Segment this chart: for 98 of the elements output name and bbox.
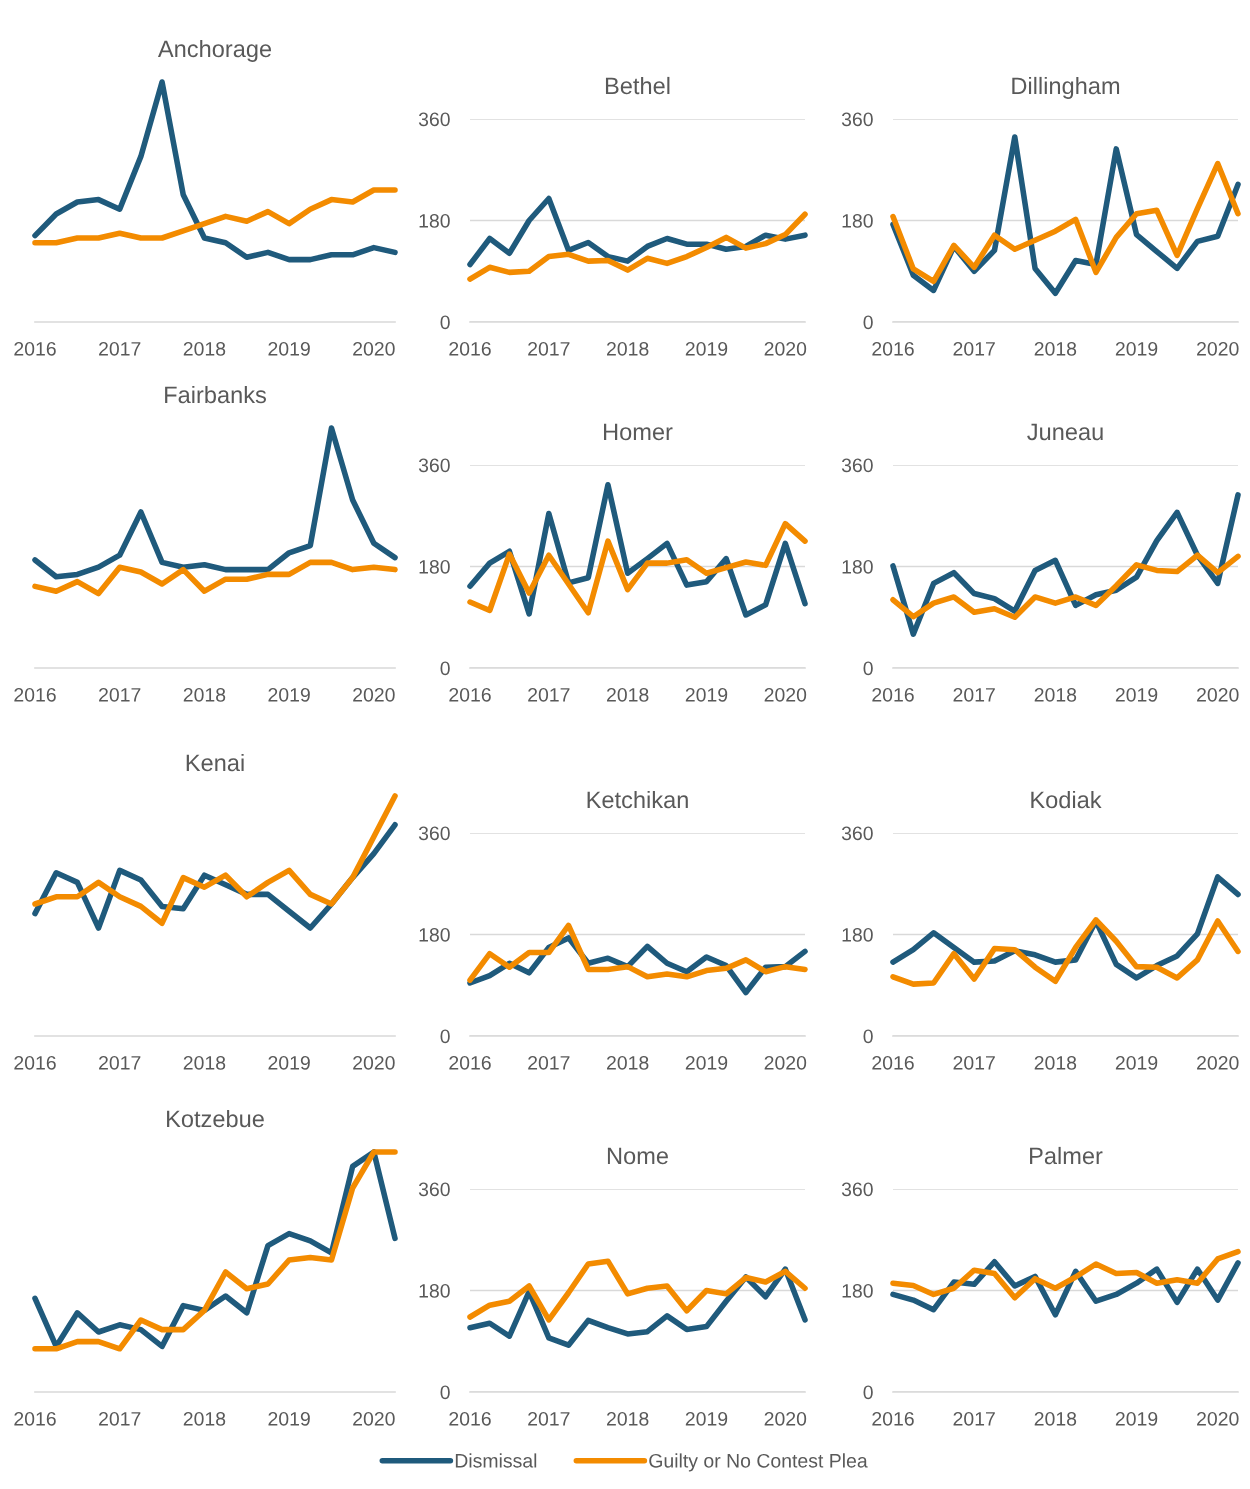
x-tick-label: 2020	[1197, 1411, 1239, 1426]
y-tick-label: 360	[841, 458, 873, 473]
x-tick-label: 2019	[1115, 687, 1158, 702]
x-tick-label: 2020	[764, 341, 807, 356]
y-tick-label: 360	[418, 1182, 450, 1197]
y-tick-label: 360	[841, 112, 873, 127]
chart-title: Palmer	[1030, 1146, 1103, 1165]
y-tick-label: 0	[440, 661, 450, 676]
y-tick-label: 360	[418, 112, 450, 127]
chart-title: Kenai	[186, 753, 244, 772]
y-tick-label: 0	[440, 1385, 450, 1400]
x-tick-label: 2016	[872, 687, 914, 702]
y-tick-label: 0	[863, 661, 873, 676]
x-tick-label: 2017	[99, 687, 141, 702]
x-tick-label: 2016	[14, 1055, 56, 1070]
x-tick-label: 2018	[1034, 687, 1077, 702]
y-tick-label: 180	[419, 559, 450, 574]
x-tick-label: 2016	[14, 1411, 56, 1426]
x-tick-label: 2016	[872, 1411, 914, 1426]
x-tick-label: 2020	[353, 1411, 395, 1426]
y-tick-label: 180	[842, 927, 873, 942]
x-tick-label: 2018	[607, 1411, 649, 1426]
y-tick-label: 180	[842, 1283, 873, 1298]
x-tick-label: 2020	[353, 687, 395, 702]
x-tick-label: 2019	[1115, 1055, 1158, 1070]
x-tick-label: 2017	[953, 341, 995, 356]
x-tick-label: 2018	[607, 687, 649, 702]
x-tick-label: 2017	[99, 341, 141, 356]
y-tick-label: 180	[419, 213, 450, 228]
x-tick-label: 2020	[764, 1411, 807, 1426]
x-tick-label: 2019	[268, 687, 310, 702]
chart-title: Homer	[604, 423, 673, 441]
x-tick-label: 2020	[1197, 687, 1239, 702]
x-tick-label: 2016	[449, 341, 491, 356]
x-tick-label: 2020	[353, 1055, 395, 1070]
x-tick-label: 2017	[528, 1411, 570, 1426]
x-tick-label: 2018	[183, 341, 226, 356]
x-tick-label: 2018	[183, 1411, 226, 1426]
x-tick-label: 2020	[1197, 1055, 1239, 1070]
x-tick-label: 2017	[953, 1055, 995, 1070]
x-tick-label: 2018	[607, 341, 649, 356]
x-tick-label: 2018	[1034, 1055, 1077, 1070]
x-tick-label: 2017	[528, 687, 570, 702]
x-tick-label: 2019	[685, 687, 728, 702]
y-tick-label: 0	[863, 1029, 873, 1044]
x-tick-label: 2019	[685, 1411, 728, 1426]
x-tick-label: 2016	[449, 1411, 491, 1426]
legend-label: Guilty or No Contest Plea	[649, 1453, 868, 1472]
y-tick-label: 360	[418, 826, 450, 841]
chart-title: Dillingham	[1012, 76, 1120, 99]
x-tick-label: 2019	[1115, 1411, 1158, 1426]
chart-title: Nome	[607, 1147, 668, 1165]
x-tick-label: 2016	[872, 1055, 914, 1070]
x-tick-label: 2017	[953, 687, 995, 702]
y-tick-label: 180	[419, 927, 450, 942]
y-tick-label: 180	[419, 1283, 450, 1298]
x-tick-label: 2019	[1115, 341, 1158, 356]
x-tick-label: 2019	[268, 1411, 310, 1426]
x-tick-label: 2020	[764, 687, 807, 702]
x-tick-label: 2018	[1034, 341, 1077, 356]
x-tick-label: 2017	[99, 1055, 141, 1070]
x-tick-label: 2016	[449, 687, 491, 702]
x-tick-label: 2018	[183, 1055, 226, 1070]
chart-title: Ketchikan	[587, 790, 688, 809]
y-tick-label: 0	[440, 315, 450, 330]
x-tick-label: 2019	[685, 1055, 728, 1070]
chart-title: Juneau	[1027, 423, 1103, 441]
y-tick-label: 360	[841, 826, 873, 841]
y-tick-label: 0	[863, 315, 873, 330]
x-tick-label: 2016	[872, 341, 914, 356]
x-tick-label: 2019	[268, 341, 310, 356]
x-tick-label: 2018	[607, 1055, 649, 1070]
x-tick-label: 2020	[764, 1055, 807, 1070]
y-tick-label: 360	[841, 1182, 873, 1197]
y-tick-label: 360	[418, 458, 450, 473]
x-tick-label: 2016	[449, 1055, 491, 1070]
y-tick-label: 0	[863, 1385, 873, 1400]
y-tick-label: 0	[440, 1029, 450, 1044]
y-tick-label: 180	[842, 213, 873, 228]
x-tick-label: 2020	[1197, 341, 1239, 356]
x-tick-label: 2017	[99, 1411, 141, 1426]
x-tick-label: 2017	[528, 1055, 570, 1070]
x-tick-label: 2019	[268, 1055, 310, 1070]
x-tick-label: 2017	[528, 341, 570, 356]
x-tick-label: 2018	[1034, 1411, 1077, 1426]
x-tick-label: 2017	[953, 1411, 995, 1426]
chart-title: Kodiak	[1031, 790, 1102, 809]
x-tick-label: 2019	[685, 341, 728, 356]
x-tick-label: 2020	[353, 341, 395, 356]
chart-title: Anchorage	[157, 39, 272, 62]
x-tick-label: 2016	[14, 341, 56, 356]
y-tick-label: 180	[842, 559, 873, 574]
legend-label: Dismissal	[455, 1453, 537, 1468]
chart-title: Kotzebue	[167, 1109, 264, 1128]
chart-title: Bethel	[605, 76, 670, 95]
chart-title: Fairbanks	[165, 385, 266, 404]
x-tick-label: 2016	[14, 687, 56, 702]
x-tick-label: 2018	[183, 687, 226, 702]
